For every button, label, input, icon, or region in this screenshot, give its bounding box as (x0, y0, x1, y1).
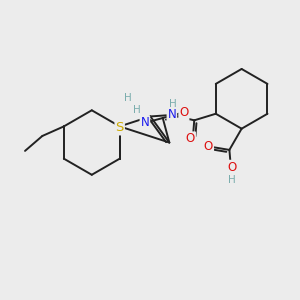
Text: O: O (179, 106, 188, 119)
Text: O: O (228, 161, 237, 174)
Text: O: O (186, 132, 195, 145)
Text: H: H (169, 99, 177, 109)
Text: O: O (204, 140, 213, 153)
Text: N: N (167, 109, 176, 122)
Text: H: H (229, 175, 236, 185)
Text: H: H (124, 93, 132, 103)
Text: S: S (116, 122, 124, 134)
Text: H: H (133, 105, 140, 115)
Text: N: N (140, 116, 149, 129)
